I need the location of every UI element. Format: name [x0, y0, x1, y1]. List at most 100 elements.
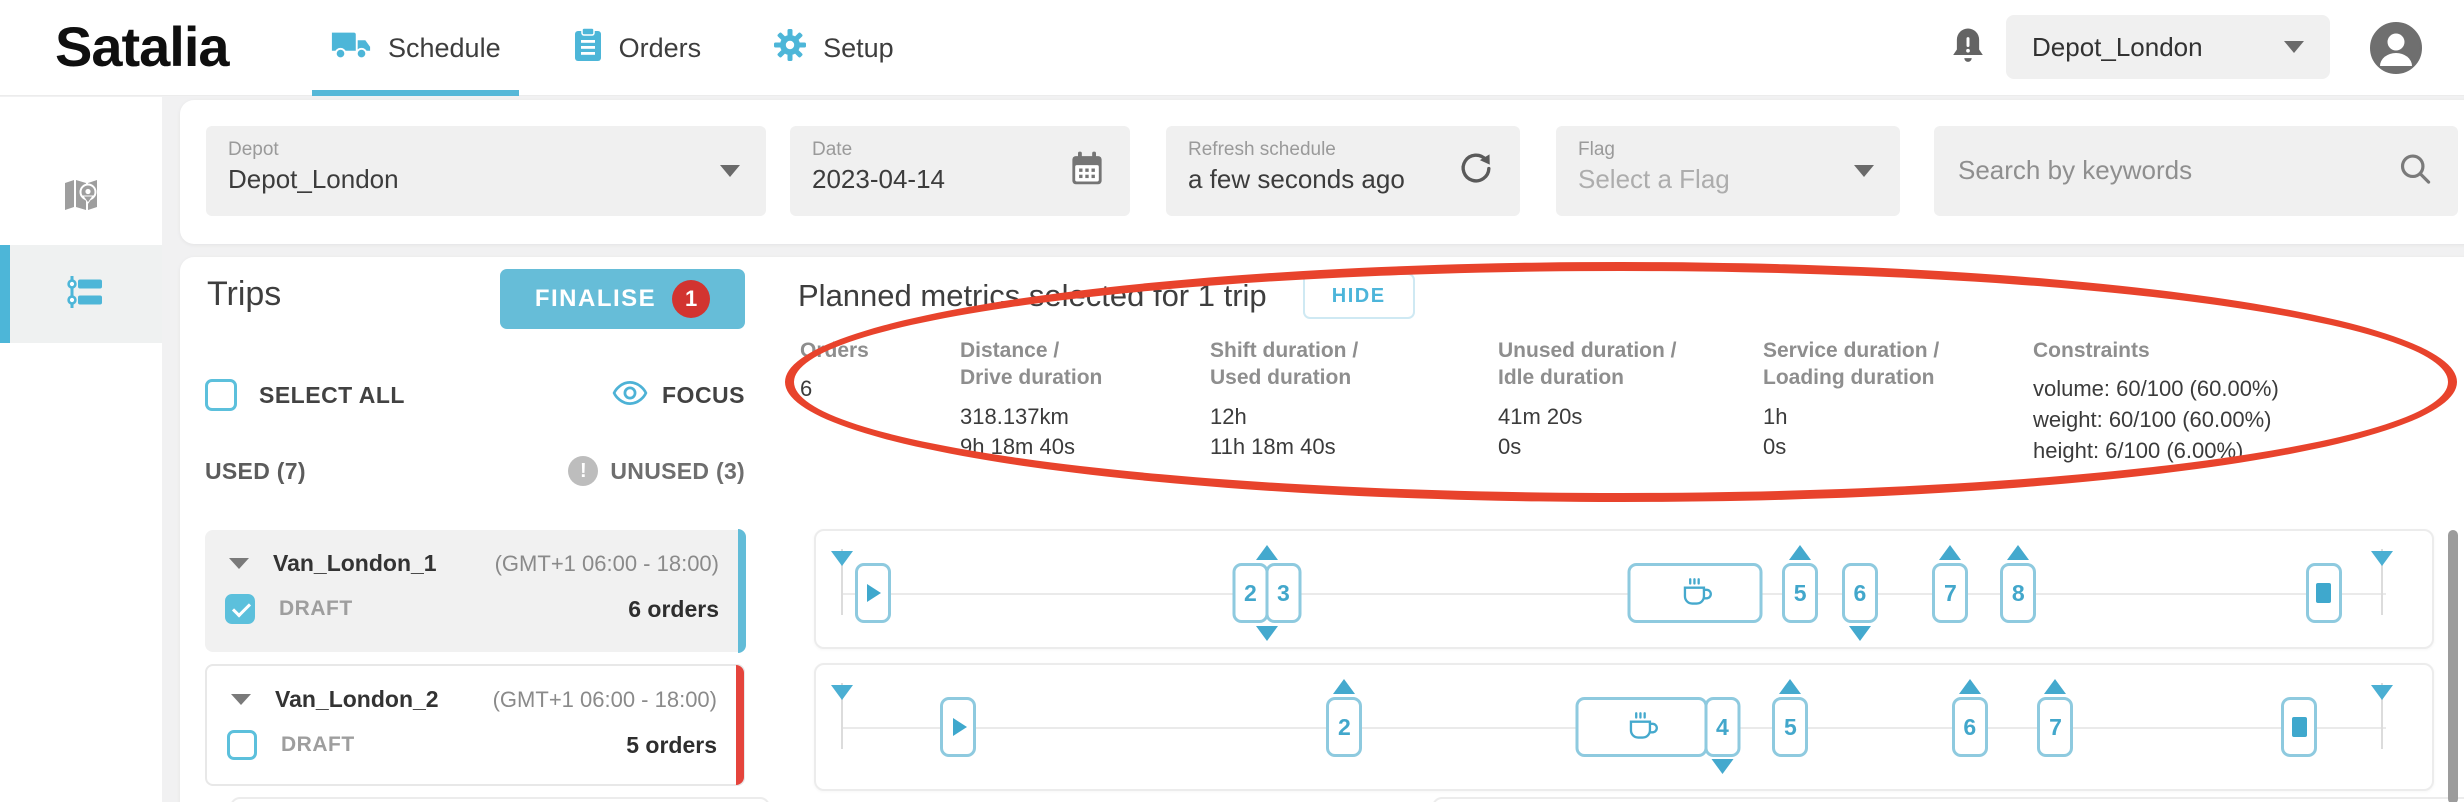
metric-column: Unused duration / Idle duration 41m 20s 0s: [1498, 339, 1677, 460]
trip-row-van-london-2[interactable]: Van_London_2 (GMT+1 06:00 - 18:00) DRAFT…: [205, 664, 745, 786]
chevron-down-icon: [2284, 41, 2304, 53]
trip-status-badge: DRAFT: [279, 597, 353, 620]
refresh-label: Refresh schedule: [1188, 139, 1336, 160]
expand-caret-icon[interactable]: [229, 558, 249, 569]
nav-tabs: Schedule Orders: [312, 0, 894, 96]
finalise-label: FINALISE: [534, 285, 657, 312]
play-icon: [952, 718, 967, 736]
top-nav: Satalia Schedule: [0, 0, 2464, 96]
trip-color-bar: [736, 665, 744, 785]
filter-bar: Depot Depot_London Date 2023-04-14 Refre…: [180, 100, 2464, 244]
satalia-logo: Satalia: [55, 15, 230, 78]
flag-down-icon: [2370, 551, 2393, 566]
select-all-label: SELECT ALL: [259, 381, 405, 408]
trip-row-van-london-1[interactable]: Van_London_1 (GMT+1 06:00 - 18:00) DRAFT…: [205, 529, 746, 653]
next-timeline-row-partial: [1432, 797, 2464, 802]
refresh-schedule-field: Refresh schedule a few seconds ago: [1166, 126, 1520, 216]
depot-selector-dropdown[interactable]: Depot_London: [2006, 15, 2330, 79]
flag-filter[interactable]: Flag Select a Flag: [1556, 126, 1900, 216]
timeline-tick: [2380, 683, 2383, 749]
order-stop-marker-3[interactable]: 3: [1265, 563, 1302, 623]
trip-checkbox[interactable]: [225, 594, 255, 624]
date-filter-value: 2023-04-14: [812, 164, 945, 194]
tab-schedule[interactable]: Schedule: [312, 0, 519, 96]
coffee-cup-icon: [1629, 712, 1658, 739]
sidebar-item-map-view[interactable]: [0, 149, 162, 245]
tab-setup[interactable]: Setup: [773, 0, 894, 96]
calendar-icon: [1070, 151, 1104, 192]
timeline-tick: [2380, 549, 2383, 615]
trip-color-bar: [738, 529, 746, 653]
select-all-checkbox[interactable]: [205, 379, 237, 411]
stop-square-icon: [2291, 717, 2307, 737]
search-input[interactable]: [1934, 126, 2354, 214]
gear-icon: [773, 28, 807, 69]
next-trip-row-partial: [230, 797, 770, 802]
chevron-down-icon: [1854, 165, 1874, 177]
finalise-button[interactable]: FINALISE 1: [500, 269, 745, 329]
arrow-up-icon: [1255, 545, 1278, 560]
break-marker[interactable]: [1575, 697, 1708, 757]
search-icon[interactable]: [2398, 152, 2432, 191]
order-stop-marker-4[interactable]: 4: [1704, 697, 1741, 774]
play-icon: [867, 584, 882, 602]
depot-selector-value: Depot_London: [2032, 31, 2203, 62]
trip-name: Van_London_2: [275, 686, 439, 712]
unused-count: UNUSED (3): [568, 456, 745, 486]
timeline-icon: [66, 274, 106, 315]
map-icon: [63, 177, 99, 218]
truck-icon: [330, 29, 372, 68]
trip-checkbox[interactable]: [227, 730, 257, 760]
metric-column: Service duration / Loading duration 1h 0s: [1763, 339, 1940, 460]
flag-down-icon: [2370, 685, 2393, 700]
metrics-panel-title: Planned metrics selected for 1 trip: [798, 278, 1267, 313]
depot-filter-label: Depot: [228, 139, 279, 160]
exclamation-icon: [568, 456, 599, 486]
timeline-track: [842, 593, 2386, 595]
vertical-scrollbar[interactable]: [2448, 530, 2458, 802]
date-filter[interactable]: Date 2023-04-14: [790, 126, 1130, 216]
trip-name: Van_London_1: [273, 550, 437, 576]
eye-icon: [612, 380, 648, 411]
tab-label: Schedule: [388, 32, 501, 63]
trips-list: Van_London_1 (GMT+1 06:00 - 18:00) DRAFT…: [205, 529, 746, 786]
focus-toggle[interactable]: FOCUS: [612, 380, 745, 411]
sidebar-item-timeline-view[interactable]: [0, 245, 162, 343]
tab-orders[interactable]: Orders: [573, 0, 701, 96]
metric-column: Orders 6: [800, 339, 869, 402]
notifications-bell-icon[interactable]: [1950, 26, 1986, 73]
arrow-up-icon: [1333, 679, 1356, 694]
arrow-down-icon: [1848, 626, 1871, 641]
trips-panel: Trips FINALISE 1 SELECT ALL FOCUS US: [205, 257, 770, 802]
arrow-up-icon: [1789, 545, 1812, 560]
arrow-down-icon: [1255, 626, 1278, 641]
arrow-up-icon: [1958, 679, 1981, 694]
coffee-cup-icon: [1683, 578, 1712, 605]
user-avatar[interactable]: [2370, 22, 2422, 74]
finalise-count-badge: 1: [672, 280, 711, 318]
select-all-row: SELECT ALL FOCUS: [205, 375, 745, 415]
schedule-panel: Trips FINALISE 1 SELECT ALL FOCUS US: [180, 257, 2464, 802]
timeline-tick: [840, 683, 843, 749]
refresh-icon[interactable]: [1458, 151, 1494, 192]
trip-shift-hours: (GMT+1 06:00 - 18:00): [494, 550, 719, 576]
expand-caret-icon[interactable]: [231, 694, 251, 705]
arrow-down-icon: [1711, 759, 1734, 774]
trip-orders-count: 6 orders: [628, 595, 719, 622]
order-stop-marker-2[interactable]: 2: [1232, 563, 1269, 623]
left-sidebar: [0, 97, 162, 802]
arrow-up-icon: [2007, 545, 2030, 560]
used-count-label: USED (7): [205, 457, 306, 484]
used-unused-row: USED (7) UNUSED (3): [205, 453, 745, 489]
hide-metrics-button[interactable]: HIDE: [1302, 273, 1415, 319]
metric-column: Shift duration / Used duration 12h 11h 18m …: [1210, 339, 1359, 460]
flag-filter-placeholder: Select a Flag: [1578, 164, 1730, 194]
depot-filter[interactable]: Depot Depot_London: [206, 126, 766, 216]
arrow-up-icon: [1939, 545, 1962, 560]
timeline-tick: [840, 549, 843, 615]
metric-column: Constraints volume: 60/100 (60.00%) weight…: [2033, 339, 2279, 463]
arrow-up-icon: [1779, 679, 1802, 694]
flag-down-icon: [830, 551, 853, 566]
